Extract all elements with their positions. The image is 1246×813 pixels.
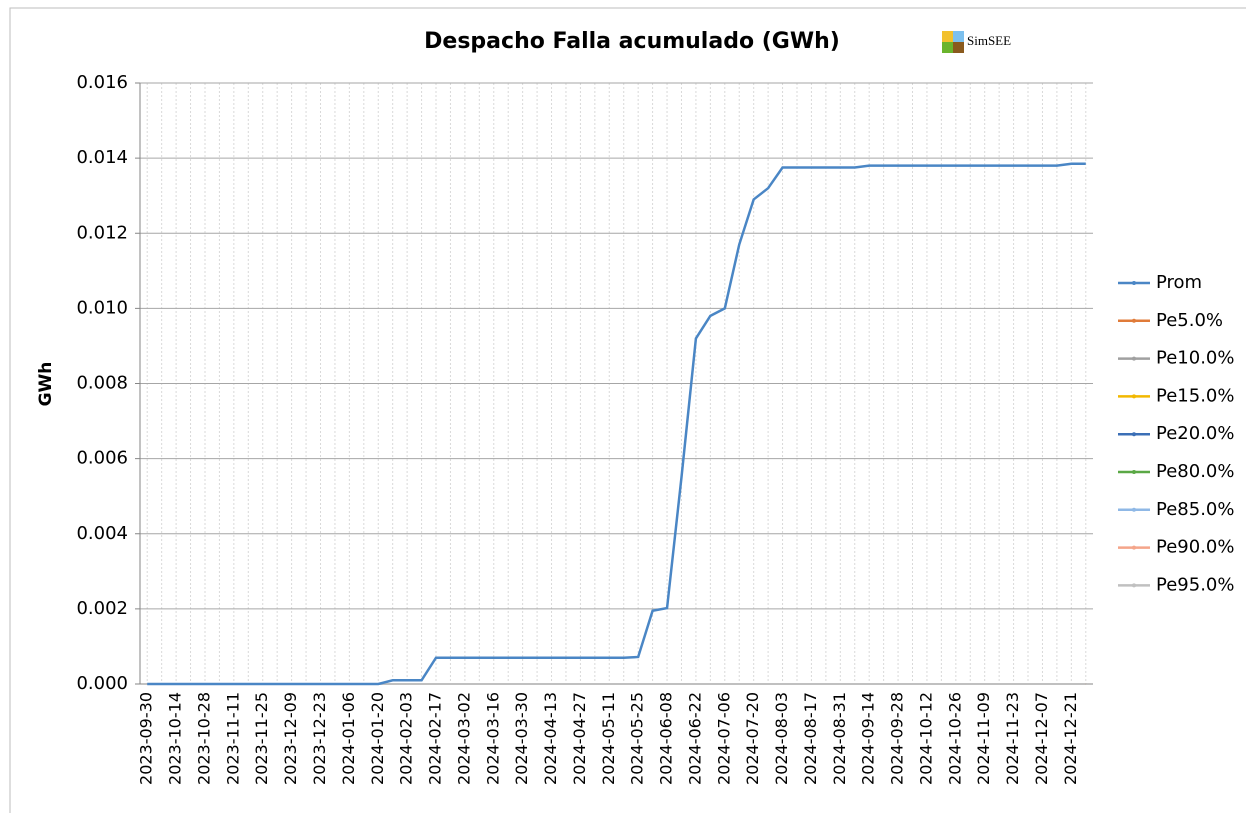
x-tick-label: 2023-12-09	[281, 692, 300, 785]
legend-marker	[1132, 281, 1136, 285]
x-tick-label: 2024-09-28	[888, 692, 907, 785]
chart-border	[9, 7, 1246, 813]
x-tick-label: 2024-04-27	[570, 692, 589, 785]
legend-marker	[1132, 318, 1136, 323]
x-tick-label: 2024-03-16	[483, 692, 502, 785]
x-tick-label: 2024-02-03	[397, 692, 416, 785]
logo-cell	[942, 31, 953, 42]
x-tick-label: 2024-03-02	[454, 692, 473, 785]
legend-marker	[1132, 356, 1136, 361]
legend-marker	[1132, 583, 1136, 588]
y-tick-label: 0.000	[76, 673, 128, 694]
logo-cell	[953, 31, 964, 42]
legend-marker	[1132, 432, 1136, 437]
x-tick-label: 2024-11-23	[1003, 692, 1022, 785]
logo-text: SimSEE	[967, 33, 1011, 48]
x-tick-label: 2024-01-06	[339, 692, 358, 785]
y-axis-label: GWh	[36, 362, 56, 407]
x-tick-label: 2024-08-17	[801, 692, 820, 785]
y-tick-label: 0.014	[76, 147, 128, 168]
legend-label: Pe95.0%	[1156, 574, 1234, 595]
chart-title: Despacho Falla acumulado (GWh)	[424, 29, 840, 54]
legend-marker	[1132, 394, 1136, 399]
x-tick-label: 2024-01-20	[368, 692, 387, 785]
legend-marker	[1132, 470, 1136, 474]
y-tick-label: 0.010	[76, 297, 128, 318]
x-tick-label: 2024-08-31	[830, 692, 849, 785]
logo-cell	[953, 42, 964, 53]
legend-label: Pe10.0%	[1156, 348, 1234, 369]
x-tick-label: 2024-08-03	[772, 692, 791, 785]
y-tick-label: 0.012	[76, 222, 128, 243]
x-tick-label: 2023-09-30	[137, 692, 156, 785]
x-tick-label: 2024-09-14	[859, 692, 878, 785]
x-tick-label: 2024-02-17	[426, 692, 445, 785]
legend-label: Pe85.0%	[1156, 499, 1234, 520]
legend-marker	[1132, 545, 1136, 550]
series-line	[147, 162, 1086, 686]
x-tick-label: 2023-11-25	[252, 692, 271, 785]
x-tick-label: 2024-11-09	[974, 692, 993, 785]
x-tick-label: 2024-07-06	[714, 692, 733, 785]
legend-label: Pe80.0%	[1156, 461, 1234, 482]
legend-label: Prom	[1156, 272, 1202, 293]
legend-label: Pe20.0%	[1156, 423, 1234, 444]
x-tick-label: 2024-10-26	[945, 692, 964, 785]
legend-marker	[1132, 507, 1136, 512]
x-tick-label: 2024-05-11	[599, 692, 618, 785]
x-tick-label: 2024-03-30	[512, 692, 531, 785]
x-tick-label: 2024-07-20	[743, 692, 762, 785]
x-tick-label: 2024-12-21	[1061, 692, 1080, 785]
x-tick-label: 2024-06-22	[685, 692, 704, 785]
x-tick-label: 2024-10-12	[916, 692, 935, 785]
x-tick-label: 2023-11-11	[223, 692, 242, 785]
x-tick-label: 2023-10-28	[194, 692, 213, 785]
logo-cell	[942, 42, 953, 53]
x-tick-label: 2024-12-07	[1032, 692, 1051, 785]
x-tick-label: 2024-05-25	[628, 692, 647, 785]
x-tick-label: 2024-06-08	[657, 692, 676, 785]
legend-label: Pe5.0%	[1156, 310, 1223, 331]
x-tick-label: 2023-10-14	[166, 692, 185, 785]
legend-label: Pe90.0%	[1156, 537, 1234, 558]
x-tick-label: 2023-12-23	[310, 692, 329, 785]
y-tick-label: 0.004	[76, 523, 128, 544]
legend-label: Pe15.0%	[1156, 385, 1234, 406]
logo: SimSEE	[942, 31, 1011, 53]
y-tick-label: 0.002	[76, 598, 128, 619]
x-tick-label: 2024-04-13	[541, 692, 560, 785]
y-tick-label: 0.016	[76, 72, 128, 93]
y-tick-label: 0.008	[76, 373, 128, 394]
y-tick-label: 0.006	[76, 448, 128, 469]
